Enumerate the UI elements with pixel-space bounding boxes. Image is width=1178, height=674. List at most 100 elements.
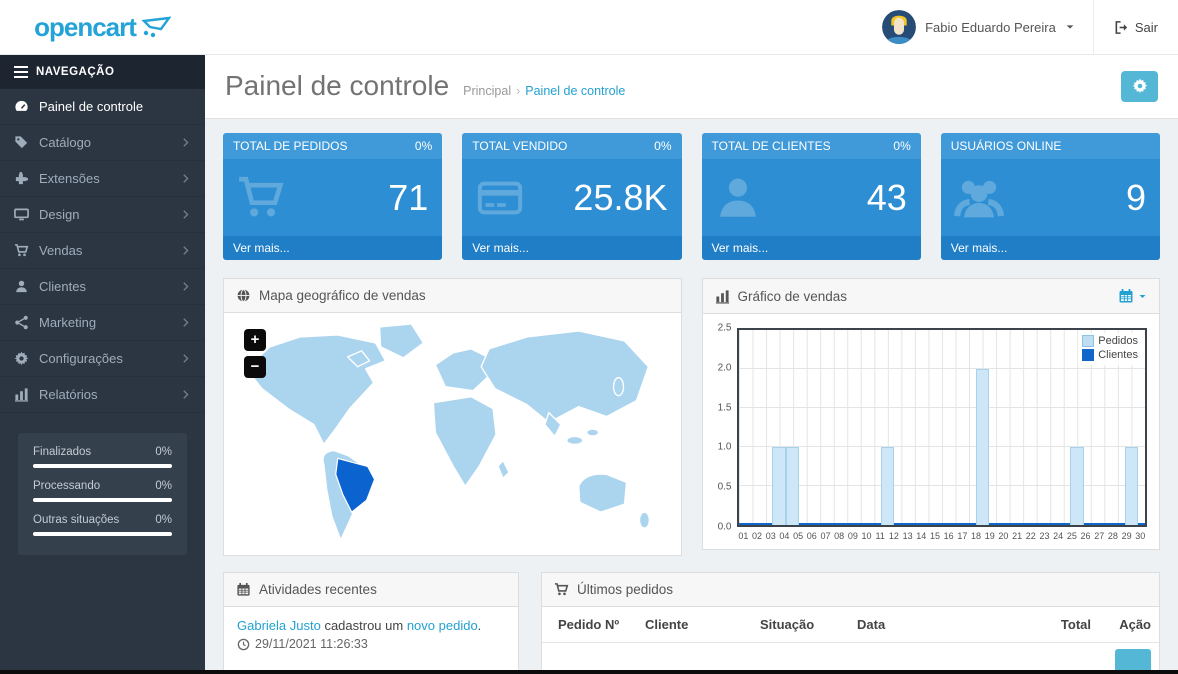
sidebar-item-label: Clientes [39,279,86,294]
sidebar-item-label: Extensões [39,171,100,186]
chart-bar [785,447,800,525]
tile-link[interactable]: Ver mais... [940,236,1160,260]
tile-total-clientes: TOTAL DE CLIENTES 0% 43 Ver mais... [701,133,921,260]
user-icon [719,178,756,217]
tile-link[interactable]: Ver mais... [462,236,682,260]
sidebar-item-label: Marketing [39,315,97,330]
tag-icon [15,136,28,149]
map-zoom-out-button[interactable]: − [244,356,266,378]
tile-usuarios-online: USUÁRIOS ONLINE 9 Ver mais... [940,133,1160,260]
order-view-button[interactable] [1115,649,1151,674]
chevron-right-icon [183,282,189,291]
activities-title: Atividades recentes [259,582,377,597]
breadcrumb-home[interactable]: Principal [463,84,512,98]
sidebar-item-settings[interactable]: Configurações [0,341,205,377]
tile-percent: 0% [414,139,433,153]
user-name: Fabio Eduardo Pereira [925,19,1056,35]
credit-card-icon [478,181,523,214]
tile-value: 9 [1125,176,1146,218]
tile-percent: 0% [654,139,672,153]
orders-table: Pedido Nº Cliente Situação Data Total Aç… [542,607,1159,674]
tile-link[interactable]: Ver mais... [223,236,443,260]
col-situacao: Situação [752,607,849,643]
sidebar-item-label: Design [39,207,80,222]
progress-bar [33,532,172,536]
cart-icon [239,176,284,216]
gear-icon [1132,78,1147,94]
sidebar-item-marketing[interactable]: Marketing [0,305,205,341]
users-icon [953,180,1004,217]
sidebar-item-label: Vendas [39,243,83,258]
legend-swatch-clientes [1082,349,1095,361]
sidebar-item-catalog[interactable]: Catálogo [0,125,205,161]
dashboard-icon [15,100,28,111]
chart-panel-title: Gráfico de vendas [737,288,848,304]
breadcrumb: Principal › Painel de controle [463,84,626,98]
col-cliente: Cliente [637,607,752,643]
activity-user-link[interactable]: Gabriela Justo [237,618,321,633]
breadcrumb-current[interactable]: Painel de controle [525,84,626,98]
col-data: Data [849,607,1019,643]
calendar-icon [1119,289,1133,303]
col-total: Total [1019,607,1099,643]
logout-button[interactable]: Sair [1092,0,1178,54]
chart-bar [1070,447,1085,525]
tile-link[interactable]: Ver mais... [701,236,921,260]
tile-value: 43 [866,176,907,218]
chart-date-range-button[interactable] [1118,288,1147,304]
tile-value: 25.8K [573,176,668,218]
activity-order-link[interactable]: novo pedido [406,618,478,633]
chart-x-axis: 01 02 03 04 05 06 07 08 09 10 11 12 13 14 15 16 17 18 19 20… [738,531,1146,541]
sales-chart: 0.0 0.5 1.0 1.5 2.0 2.5 Pedidos Clientes 01 02… [703,314,1160,549]
sidebar-item-sales[interactable]: Vendas [0,233,205,269]
activity-text: Gabriela Justo cadastrou um novo pedido. [237,618,505,633]
dashboard-settings-button[interactable] [1121,70,1158,102]
calendar-icon [237,582,250,596]
sidebar-item-customers[interactable]: Clientes [0,269,205,305]
bar-chart-icon [715,289,729,304]
sidebar-item-label: Catálogo [39,135,92,150]
globe-icon [237,289,250,302]
logo-text: opencart [34,11,137,42]
activity-action-text: cadastrou um [320,618,407,633]
monitor-icon [14,208,29,221]
tile-title: TOTAL VENDIDO [472,139,568,153]
sidebar-item-dashboard[interactable]: Painel de controle [0,89,205,125]
sidebar-item-label: Painel de controle [39,99,144,114]
sidebar-item-extensions[interactable]: Extensões [0,161,205,197]
table-row [542,643,1159,674]
window-bottom-edge [0,670,1178,674]
avatar [882,10,917,44]
col-acao: Ação [1099,607,1159,643]
chart-bar [772,447,786,525]
tile-percent: 0% [893,139,911,153]
sidebar-item-reports[interactable]: Relatórios [0,377,205,413]
world-map-svg [245,323,651,541]
logo[interactable]: opencart [0,0,205,54]
puzzle-icon [15,171,29,185]
activity-timestamp: 29/11/2021 11:26:33 [255,637,368,651]
legend-label-pedidos: Pedidos [1098,335,1138,347]
sidebar-item-label: Configurações [39,351,123,366]
nav-header: NAVEGAÇÃO [0,55,205,89]
activity-suffix: . [477,618,482,633]
legend-swatch-pedidos [1082,335,1095,347]
user-menu[interactable]: Fabio Eduardo Pereira [864,0,1093,54]
orders-title: Últimos pedidos [577,582,674,597]
world-map[interactable]: + − [224,313,681,555]
stat-value: 0% [155,480,172,492]
sidebar-item-design[interactable]: Design [0,197,205,233]
chart-y-axis: 0.0 0.5 1.0 1.5 2.0 2.5 [717,322,732,533]
stat-label: Finalizados [33,446,92,458]
caret-down-icon [1066,25,1074,29]
tile-value: 71 [388,176,429,218]
map-country-brazil[interactable] [335,457,376,514]
caret-down-icon [1139,294,1146,298]
map-zoom-in-button[interactable]: + [244,329,266,351]
cart-icon [554,583,569,596]
page-header: Painel de controle Principal › Painel de c… [205,55,1178,119]
tile-title: TOTAL DE CLIENTES [711,139,831,153]
clock-icon [237,638,250,650]
stat-value: 0% [155,514,172,526]
order-status-stats: Finalizados 0% Processando 0% Outras situa… [18,433,187,555]
